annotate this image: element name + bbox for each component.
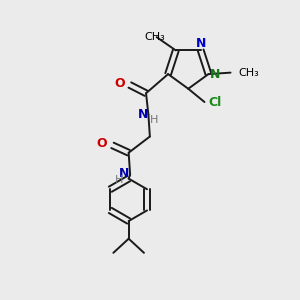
Text: H: H: [115, 175, 123, 184]
Text: Cl: Cl: [208, 95, 221, 109]
Text: CH₃: CH₃: [238, 68, 259, 78]
Text: N: N: [118, 167, 129, 180]
Text: N: N: [138, 108, 148, 121]
Text: N: N: [196, 38, 206, 50]
Text: N: N: [210, 68, 220, 81]
Text: O: O: [97, 137, 107, 150]
Text: H: H: [149, 115, 158, 125]
Text: CH₃: CH₃: [145, 32, 166, 42]
Text: O: O: [114, 77, 124, 90]
